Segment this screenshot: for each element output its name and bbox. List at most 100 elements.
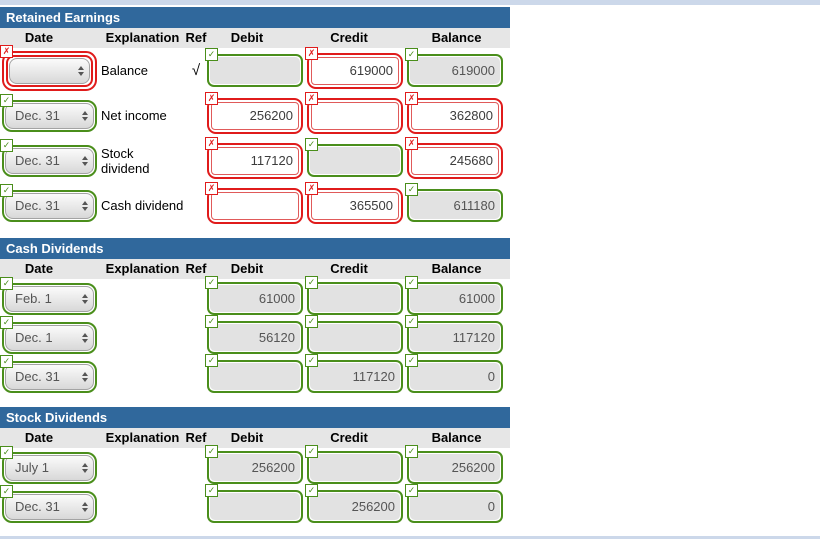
field-outline: Dec. 31	[2, 360, 97, 393]
date-select[interactable]: Dec. 31	[5, 147, 94, 174]
field-outline: 619000	[307, 52, 403, 89]
status-badge-icon	[305, 484, 318, 497]
status-badge-icon	[405, 445, 418, 458]
status-badge-icon	[405, 136, 418, 150]
debit-input[interactable]	[211, 191, 299, 220]
balance-input[interactable]: 0	[410, 493, 500, 520]
date-select-field: Dec. 31	[0, 93, 97, 132]
field-inner-outline: Feb. 1	[5, 285, 94, 312]
status-badge-icon	[205, 91, 218, 105]
table-row: Dec. 31 Net income 256200	[0, 91, 510, 138]
field-inner-outline: Dec. 31	[5, 363, 94, 390]
status-badge-icon	[205, 315, 218, 328]
date-select-field: July 1	[0, 445, 97, 484]
explanation-label: Net income	[101, 108, 167, 123]
debit-input[interactable]: 56120	[210, 324, 300, 351]
credit-input[interactable]	[310, 285, 400, 312]
section-stock-dividends: Stock Dividends Date Explanation Ref Deb…	[0, 407, 510, 526]
status-badge-icon	[405, 484, 418, 497]
select-arrows-icon	[82, 371, 88, 382]
column-header-debit: Debit	[230, 30, 264, 45]
status-badge-icon	[0, 354, 13, 368]
field-outline	[207, 54, 303, 87]
balance-field: 362800	[405, 91, 503, 134]
balance-input[interactable]: 245680	[411, 146, 499, 175]
credit-field: 256200	[305, 484, 403, 523]
credit-input[interactable]: 365500	[311, 191, 399, 220]
debit-field: 117120	[205, 136, 303, 179]
date-select-field	[0, 44, 97, 91]
status-badge-icon	[305, 91, 318, 105]
balance-input[interactable]: 117120	[410, 324, 500, 351]
table-row: July 1 256200	[0, 445, 510, 487]
debit-field: 256200	[205, 445, 303, 484]
date-select[interactable]: July 1	[5, 454, 94, 481]
field-outline: 611180	[407, 189, 503, 222]
debit-input[interactable]: 61000	[210, 285, 300, 312]
date-select[interactable]	[9, 57, 90, 84]
date-select[interactable]: Dec. 31	[5, 102, 94, 129]
field-outline	[307, 144, 403, 177]
status-badge-icon	[405, 354, 418, 367]
field-outline	[307, 97, 403, 134]
debit-input[interactable]	[210, 363, 300, 390]
credit-input[interactable]: 619000	[311, 56, 399, 85]
column-header-debit: Debit	[230, 430, 264, 445]
debit-input[interactable]	[210, 57, 300, 84]
column-header-explanation: Explanation	[105, 261, 180, 276]
debit-field	[205, 181, 303, 224]
date-select[interactable]: Dec. 1	[5, 324, 94, 351]
date-select-value: Dec. 31	[15, 108, 60, 123]
field-outline: Dec. 31	[2, 99, 97, 132]
field-outline: 117120	[207, 142, 303, 179]
balance-input[interactable]: 619000	[410, 57, 500, 84]
section-cash-dividends: Cash Dividends Date Explanation Ref Debi…	[0, 238, 510, 396]
credit-input[interactable]	[310, 324, 400, 351]
debit-input[interactable]	[210, 493, 300, 520]
status-badge-icon	[0, 445, 13, 459]
credit-input[interactable]	[311, 101, 399, 130]
section-title: Stock Dividends	[0, 407, 510, 428]
balance-input[interactable]: 256200	[410, 454, 500, 481]
field-outline: 362800	[407, 97, 503, 134]
field-outline: Dec. 31	[2, 144, 97, 177]
explanation-label: Cash dividend	[101, 198, 184, 213]
credit-input[interactable]: 256200	[310, 493, 400, 520]
date-select[interactable]: Dec. 31	[5, 192, 94, 219]
field-outline	[207, 490, 303, 523]
ledger-worksheet: Retained Earnings Date Explanation Ref D…	[0, 7, 510, 526]
date-select[interactable]: Dec. 31	[5, 363, 94, 390]
credit-input[interactable]: 117120	[310, 363, 400, 390]
debit-input[interactable]: 256200	[210, 454, 300, 481]
credit-field	[305, 315, 403, 354]
date-select[interactable]: Dec. 31	[5, 493, 94, 520]
column-header-date: Date	[24, 261, 54, 276]
date-select-value: Dec. 1	[15, 330, 53, 345]
balance-input[interactable]: 0	[410, 363, 500, 390]
debit-input[interactable]: 117120	[211, 146, 299, 175]
column-header-explanation: Explanation	[105, 430, 180, 445]
field-outline: 56120	[207, 321, 303, 354]
status-badge-icon	[0, 484, 13, 498]
field-outline: 245680	[407, 142, 503, 179]
field-outline: 61000	[207, 282, 303, 315]
balance-field: 117120	[405, 315, 503, 354]
table-row: Balance √ 619000	[0, 44, 510, 93]
credit-field	[305, 91, 403, 134]
table-row: Dec. 1 56120	[0, 315, 510, 357]
debit-input[interactable]: 256200	[211, 101, 299, 130]
column-header-date: Date	[24, 430, 54, 445]
credit-input[interactable]	[310, 454, 400, 481]
date-select-value: Dec. 31	[15, 499, 60, 514]
status-badge-icon	[405, 48, 418, 61]
balance-input[interactable]: 611180	[410, 192, 500, 219]
credit-field: 117120	[305, 354, 403, 393]
field-outline: 256200	[407, 451, 503, 484]
balance-input[interactable]: 61000	[410, 285, 500, 312]
date-select[interactable]: Feb. 1	[5, 285, 94, 312]
credit-field: 365500	[305, 181, 403, 224]
column-header-credit: Credit	[330, 30, 368, 45]
balance-input[interactable]: 362800	[411, 101, 499, 130]
credit-input[interactable]	[310, 147, 400, 174]
ref-mark: √	[191, 62, 201, 79]
